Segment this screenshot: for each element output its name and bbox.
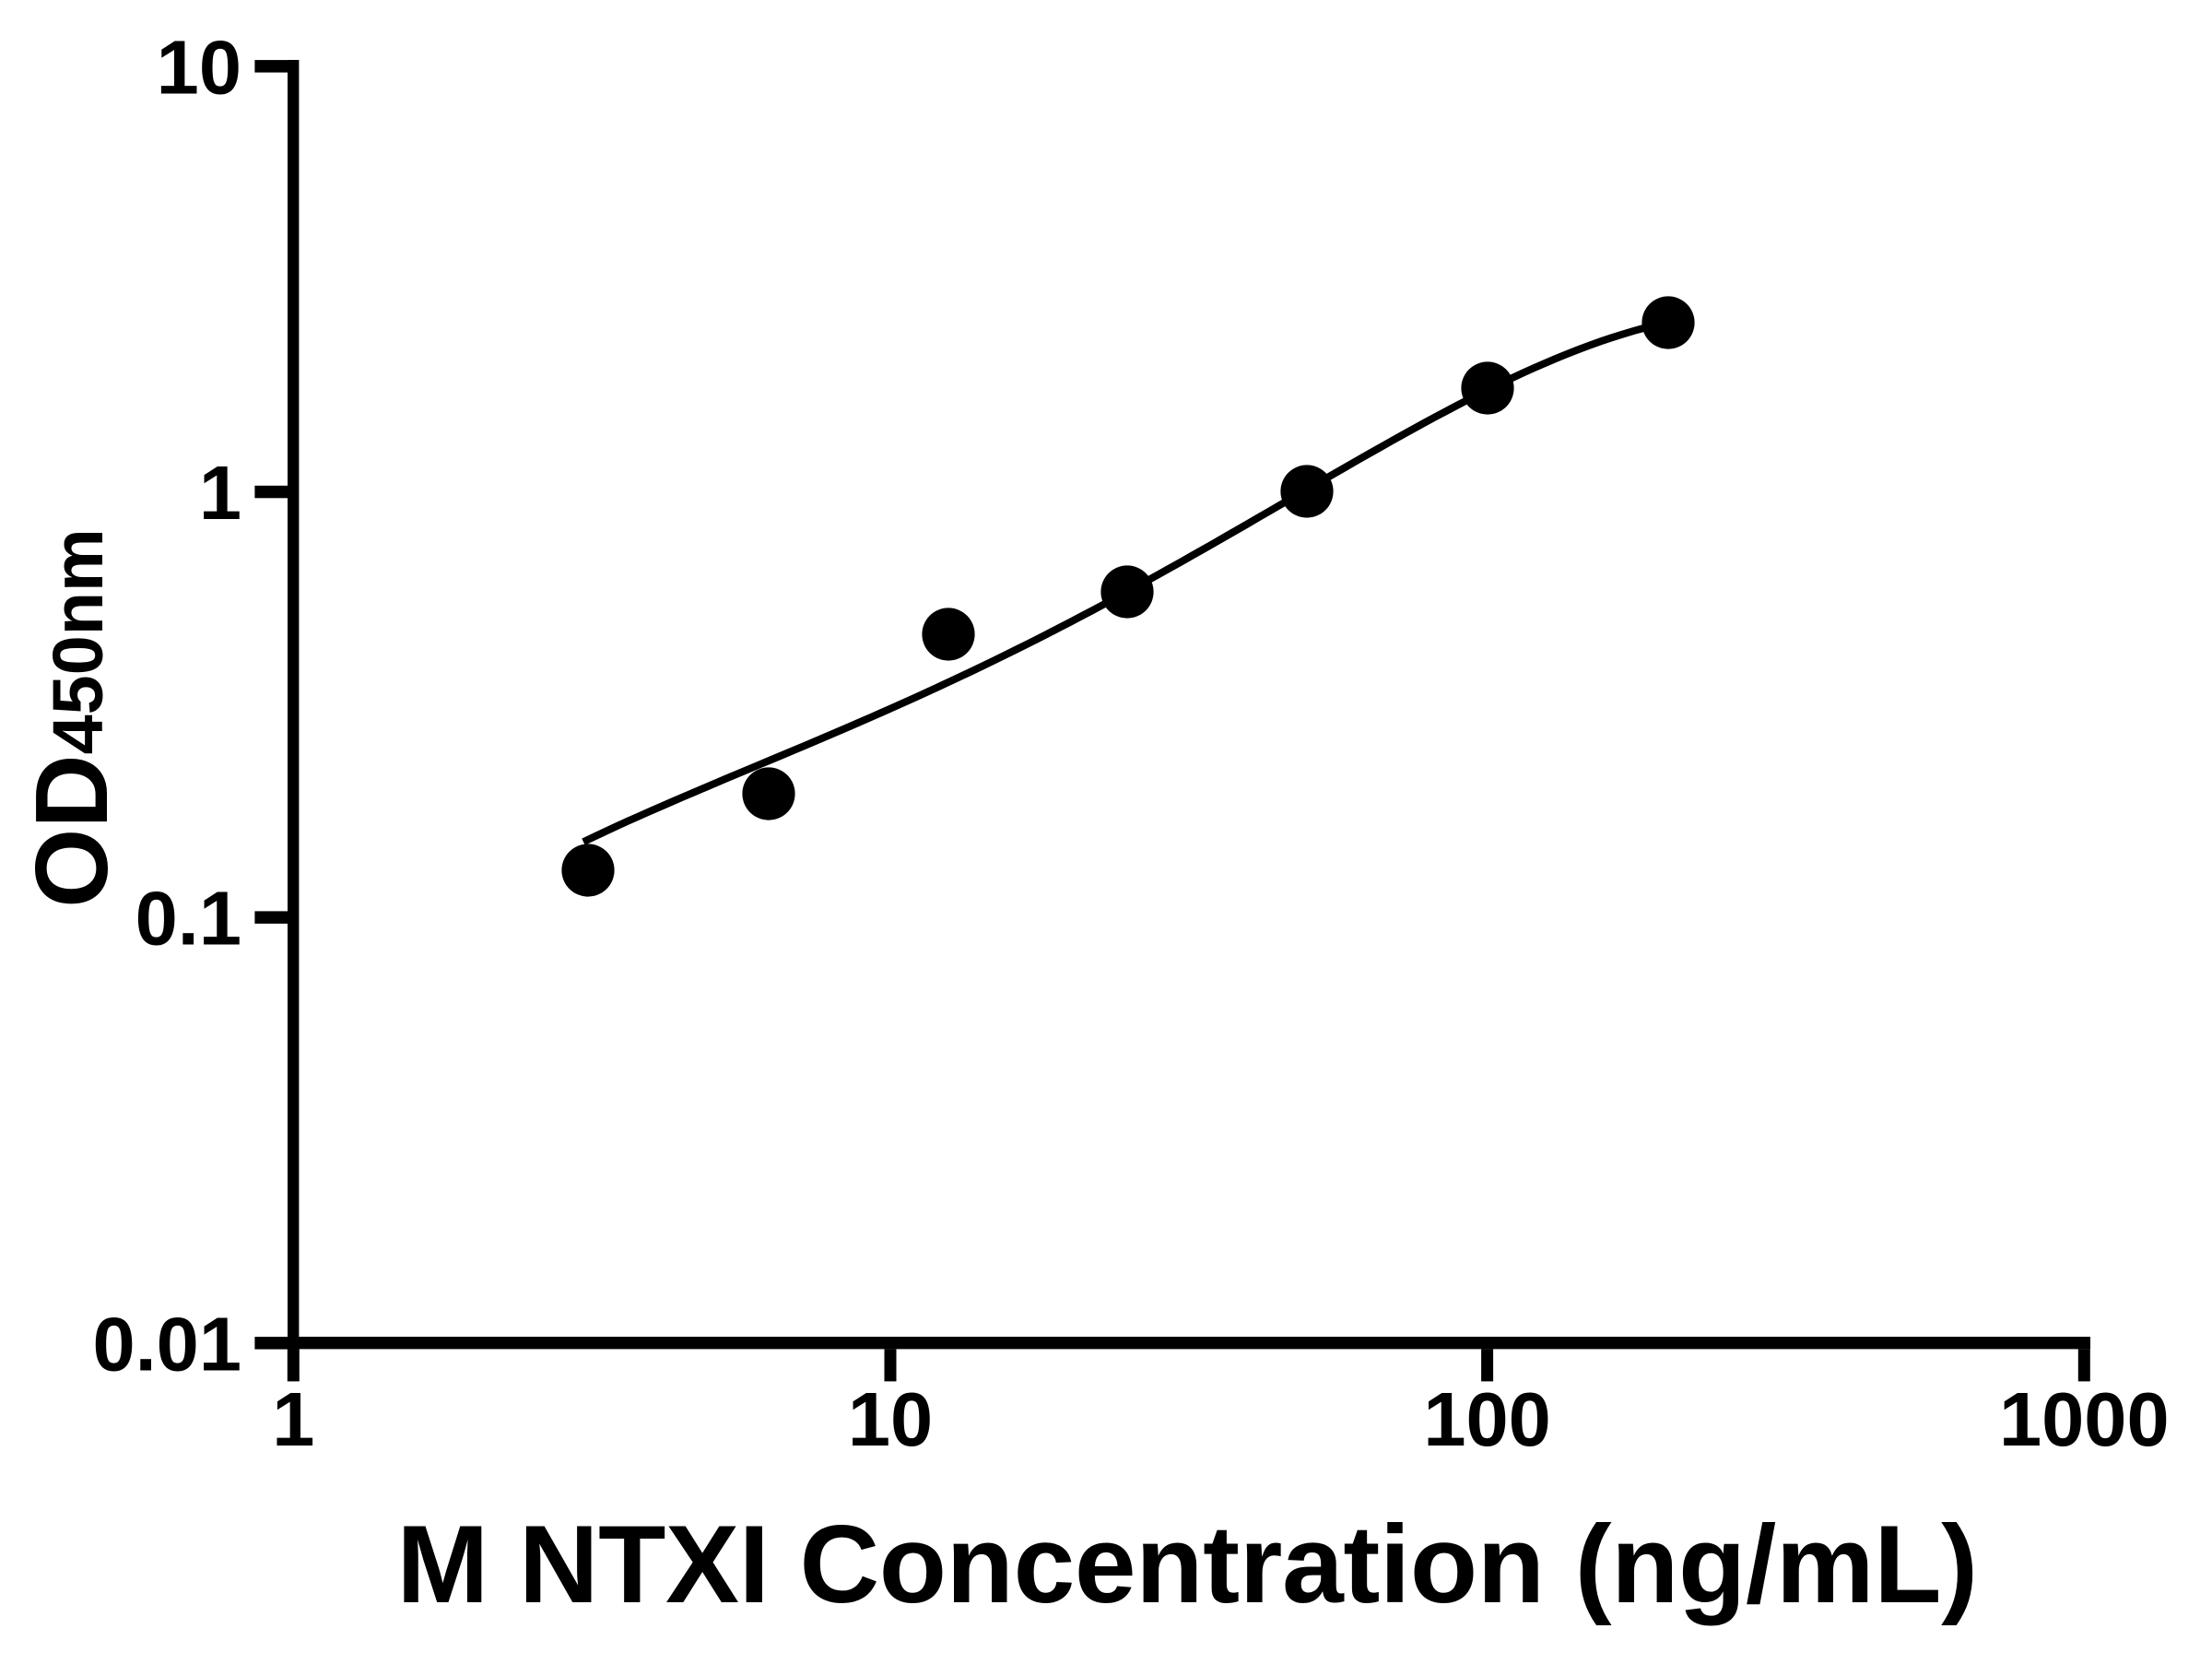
- svg-text:0.01: 0.01: [92, 1301, 241, 1387]
- svg-text:M NTXI Concentration (ng/mL): M NTXI Concentration (ng/mL): [396, 1503, 1977, 1626]
- svg-text:1: 1: [272, 1376, 314, 1462]
- svg-text:10: 10: [848, 1376, 933, 1462]
- svg-text:1000: 1000: [1999, 1376, 2170, 1462]
- svg-text:100: 100: [1423, 1376, 1550, 1462]
- svg-text:0.1: 0.1: [135, 876, 241, 962]
- svg-text:OD450nm: OD450nm: [15, 528, 129, 908]
- svg-text:10: 10: [157, 24, 241, 110]
- svg-text:1: 1: [199, 450, 241, 536]
